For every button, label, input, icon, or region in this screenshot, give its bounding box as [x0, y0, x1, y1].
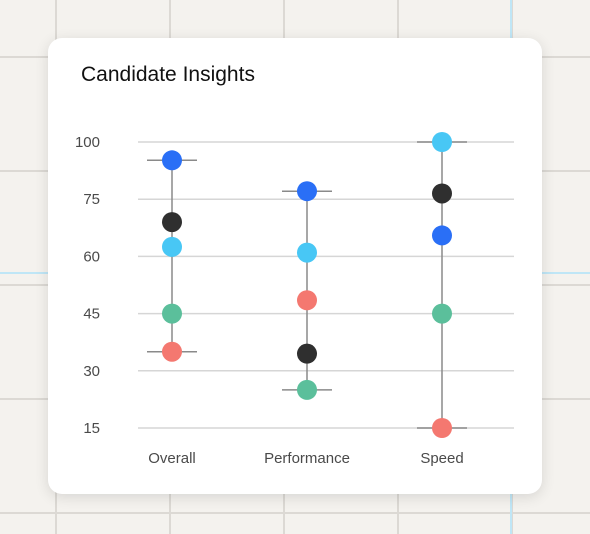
data-point	[432, 132, 452, 152]
x-category-label: Speed	[420, 450, 463, 467]
y-tick-label: 75	[83, 191, 100, 208]
data-point	[162, 236, 182, 257]
chart-card: Candidate Insights 100 75 60 45 30 15 Overall P…	[48, 38, 542, 494]
data-point	[432, 183, 452, 204]
data-point	[432, 303, 452, 324]
data-point	[297, 181, 317, 202]
data-point	[297, 379, 317, 400]
data-point	[162, 341, 182, 362]
data-point	[297, 343, 317, 364]
data-point	[297, 242, 317, 263]
y-tick-label: 45	[83, 306, 100, 323]
data-point	[432, 418, 452, 438]
x-category-label: Performance	[264, 450, 350, 467]
data-point	[162, 303, 182, 324]
chart-title: Candidate Insights	[81, 63, 255, 86]
chart-plot: 100 75 60 45 30 15 Overall Performance Speed	[75, 132, 514, 467]
y-tick-label: 60	[83, 248, 100, 265]
data-point	[432, 225, 452, 246]
y-tick-label: 15	[83, 420, 100, 437]
data-point	[297, 290, 317, 311]
y-tick-label: 30	[83, 363, 100, 380]
x-category-label: Overall	[148, 450, 196, 467]
data-point	[162, 212, 182, 233]
data-point	[162, 150, 182, 171]
y-tick-label: 100	[75, 134, 100, 151]
